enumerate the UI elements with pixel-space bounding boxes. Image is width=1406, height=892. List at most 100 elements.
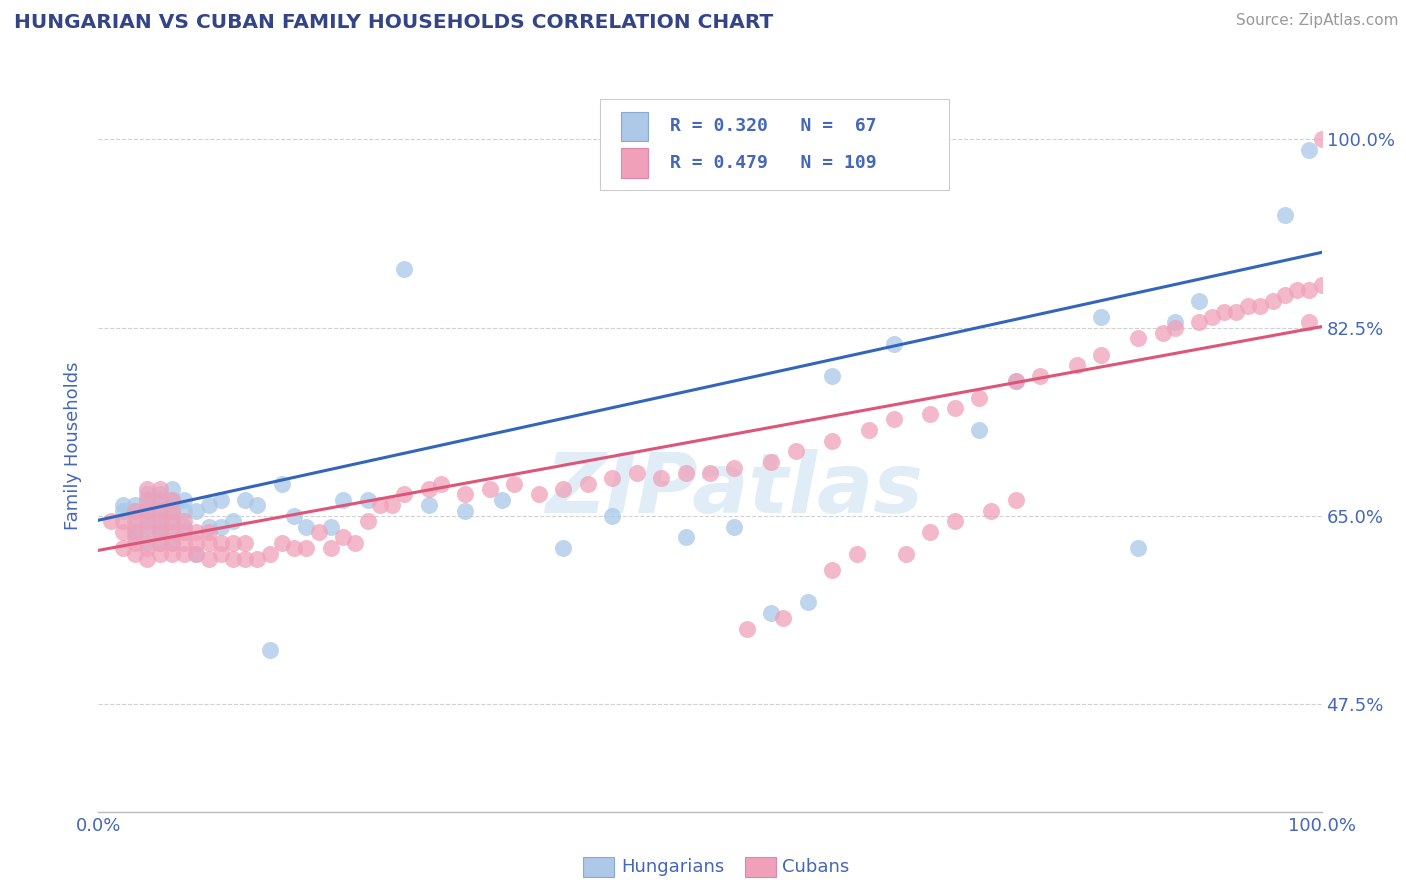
Point: [149, 524, 172, 539]
Point: [920, 407, 942, 421]
Point: [149, 547, 172, 561]
Point: [308, 524, 330, 539]
Point: [149, 508, 172, 523]
Point: [149, 524, 172, 539]
Point: [332, 530, 354, 544]
Point: [222, 514, 245, 528]
Point: [173, 519, 195, 533]
Point: [173, 524, 195, 539]
Point: [1152, 326, 1174, 340]
Point: [160, 536, 183, 550]
Bar: [620, 112, 648, 141]
Point: [209, 547, 232, 561]
Point: [1004, 375, 1026, 389]
Point: [1066, 359, 1088, 373]
Point: [600, 471, 623, 485]
Point: [332, 492, 354, 507]
Text: Hungarians: Hungarians: [621, 858, 724, 876]
Point: [186, 547, 208, 561]
Point: [772, 611, 794, 625]
Point: [197, 536, 219, 550]
Point: [319, 541, 342, 556]
Y-axis label: Family Households: Family Households: [65, 362, 83, 530]
Point: [222, 536, 245, 550]
Point: [111, 524, 134, 539]
Point: [136, 552, 159, 566]
Point: [920, 524, 942, 539]
Point: [209, 519, 232, 533]
Point: [1298, 283, 1320, 297]
Point: [136, 536, 159, 550]
Point: [967, 423, 990, 437]
Point: [368, 498, 391, 512]
Point: [1201, 310, 1223, 324]
Point: [186, 524, 208, 539]
Point: [197, 552, 219, 566]
Point: [381, 498, 404, 512]
Point: [821, 369, 844, 384]
Point: [111, 503, 134, 517]
Text: HUNGARIAN VS CUBAN FAMILY HOUSEHOLDS CORRELATION CHART: HUNGARIAN VS CUBAN FAMILY HOUSEHOLDS COR…: [14, 13, 773, 32]
Point: [1237, 299, 1260, 313]
Point: [233, 492, 256, 507]
Point: [136, 482, 159, 496]
Point: [197, 519, 219, 533]
Point: [136, 514, 159, 528]
Point: [675, 530, 697, 544]
Point: [1261, 293, 1284, 308]
Point: [124, 519, 146, 533]
Point: [295, 541, 318, 556]
Point: [1004, 375, 1026, 389]
Point: [149, 492, 172, 507]
Point: [111, 498, 134, 512]
Text: R = 0.479   N = 109: R = 0.479 N = 109: [669, 154, 876, 172]
Point: [160, 482, 183, 496]
Point: [160, 498, 183, 512]
Point: [173, 514, 195, 528]
Point: [392, 261, 416, 276]
Point: [160, 503, 183, 517]
Point: [173, 547, 195, 561]
Point: [1310, 132, 1333, 146]
Point: [136, 519, 159, 533]
Point: [797, 595, 820, 609]
Point: [821, 563, 844, 577]
Point: [149, 498, 172, 512]
Point: [160, 492, 183, 507]
Point: [149, 514, 172, 528]
Point: [160, 536, 183, 550]
Point: [943, 514, 966, 528]
Point: [197, 498, 219, 512]
Point: [136, 492, 159, 507]
Point: [233, 552, 256, 566]
Point: [967, 391, 990, 405]
Point: [1128, 331, 1150, 345]
Point: [186, 536, 208, 550]
Point: [1310, 277, 1333, 292]
Point: [124, 503, 146, 517]
Point: [491, 492, 513, 507]
Point: [626, 466, 648, 480]
Point: [785, 444, 807, 458]
Point: [1286, 283, 1309, 297]
Point: [735, 622, 758, 636]
Point: [173, 536, 195, 550]
Point: [160, 514, 183, 528]
Point: [454, 503, 477, 517]
Point: [344, 536, 367, 550]
Point: [136, 498, 159, 512]
Point: [259, 547, 281, 561]
Point: [149, 503, 172, 517]
Point: [1128, 541, 1150, 556]
Point: [392, 487, 416, 501]
Point: [1004, 492, 1026, 507]
Text: Source: ZipAtlas.com: Source: ZipAtlas.com: [1236, 13, 1399, 29]
Point: [1029, 369, 1052, 384]
Point: [527, 487, 550, 501]
Point: [124, 524, 146, 539]
Point: [1274, 288, 1296, 302]
Point: [1298, 315, 1320, 329]
Point: [100, 514, 122, 528]
Point: [1249, 299, 1271, 313]
Point: [943, 401, 966, 416]
